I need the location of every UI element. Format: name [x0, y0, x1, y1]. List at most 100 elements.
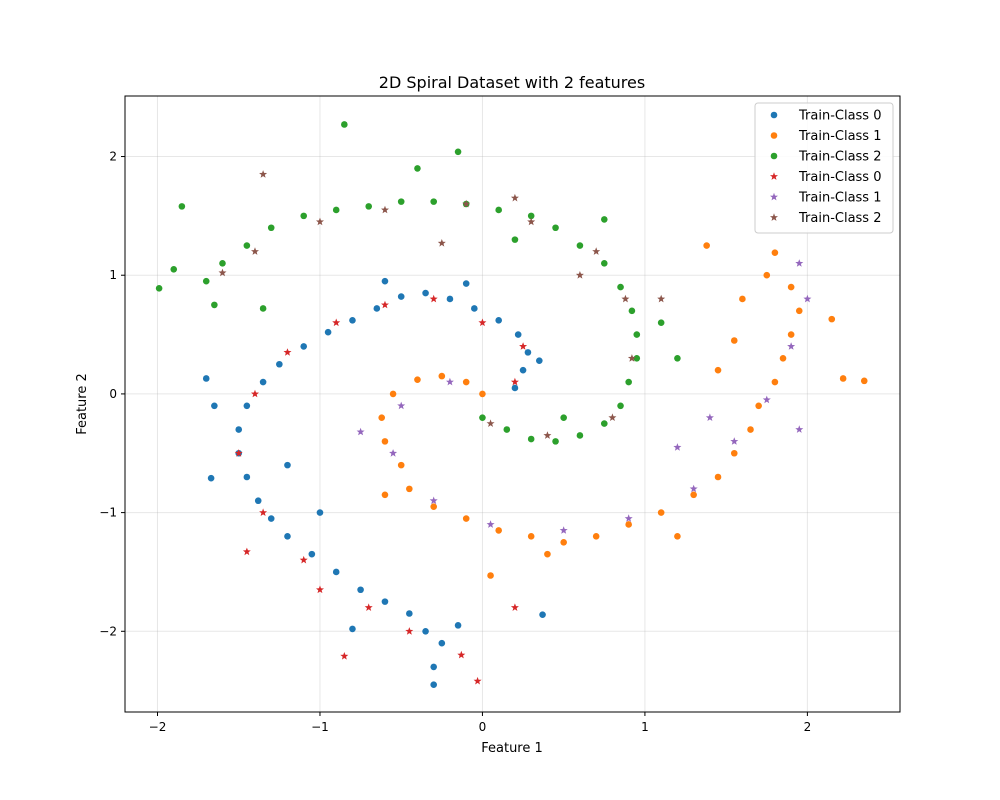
data-point	[527, 533, 535, 540]
data-point-star	[316, 585, 324, 594]
data-point	[243, 242, 251, 249]
data-point	[755, 402, 762, 410]
legend-marker-star	[770, 192, 778, 201]
data-point	[219, 260, 226, 267]
ticks: −2 −1 0 1 2 −2 −1 0 1 2	[99, 150, 811, 734]
data-point	[259, 305, 267, 312]
data-point	[860, 377, 868, 385]
legend-label: Train-Class 1	[798, 191, 882, 206]
data-point	[828, 315, 836, 323]
data-point-star	[621, 294, 630, 303]
data-point-star	[673, 443, 682, 451]
legend-marker	[770, 152, 778, 160]
data-point-star	[364, 603, 373, 611]
data-point-star	[251, 389, 259, 398]
data-point-star	[473, 676, 482, 685]
data-point	[600, 420, 608, 427]
data-point-star	[251, 247, 259, 255]
data-point-star	[389, 449, 398, 457]
data-point	[479, 390, 486, 398]
data-point-star	[510, 377, 519, 386]
data-point	[795, 307, 803, 315]
x-tick-label: −1	[311, 720, 329, 734]
data-point	[592, 533, 600, 540]
data-point	[430, 198, 438, 205]
data-point	[771, 378, 779, 386]
legend-label: Train-Class 1	[798, 129, 882, 144]
data-point	[714, 473, 722, 481]
data-point	[381, 598, 389, 605]
data-point	[308, 550, 316, 558]
data-point	[527, 212, 535, 220]
x-axis-label: Feature 1	[481, 741, 543, 756]
data-point	[267, 515, 275, 522]
data-point-star	[283, 348, 292, 356]
data-point-star	[795, 425, 804, 433]
data-point-star	[259, 170, 268, 178]
data-point	[714, 366, 722, 374]
data-point	[771, 249, 779, 256]
data-point-star	[527, 217, 536, 226]
data-point-star	[446, 377, 454, 386]
x-tick-label: 0	[479, 720, 487, 734]
plot-frame	[124, 95, 901, 713]
chart-title: 2D Spiral Dataset with 2 features	[379, 73, 645, 92]
data-point	[422, 627, 429, 635]
data-point	[657, 319, 665, 326]
data-point	[787, 331, 795, 338]
data-point-star	[332, 318, 341, 327]
data-point	[414, 165, 421, 172]
legend-marker	[770, 111, 778, 119]
data-point	[178, 203, 186, 210]
data-point	[617, 402, 624, 410]
data-point-star	[486, 520, 495, 528]
data-point	[243, 473, 251, 481]
data-point-star	[437, 239, 446, 247]
data-point	[430, 503, 438, 510]
data-point-star	[218, 268, 227, 277]
data-point	[414, 376, 421, 383]
data-point	[438, 372, 446, 380]
data-point	[617, 283, 624, 291]
data-point-star	[340, 652, 349, 660]
data-point	[536, 357, 543, 364]
data-point	[397, 461, 405, 469]
data-point	[787, 283, 795, 291]
data-point	[389, 390, 397, 398]
data-point-star	[486, 419, 495, 427]
data-point	[170, 265, 178, 273]
data-point	[462, 378, 470, 386]
data-point-star	[787, 342, 796, 350]
data-point-star	[462, 199, 471, 208]
data-point	[373, 305, 381, 312]
data-point-star	[592, 247, 601, 255]
data-point	[703, 242, 710, 249]
data-point	[365, 203, 373, 210]
data-point	[674, 355, 681, 362]
data-point	[514, 331, 522, 338]
data-point	[552, 438, 559, 445]
legend-marker-star	[770, 172, 778, 180]
data-point-star	[510, 603, 519, 611]
data-point	[633, 331, 641, 338]
x-tick-label: 1	[641, 720, 649, 734]
data-point	[657, 509, 665, 516]
series-5	[218, 170, 666, 439]
data-point	[235, 426, 243, 433]
data-point	[539, 611, 546, 618]
data-point	[381, 491, 389, 499]
data-point-star	[575, 271, 584, 279]
data-point-star	[259, 508, 268, 516]
data-point-star	[543, 431, 552, 439]
data-point	[495, 317, 502, 324]
series-1	[378, 242, 868, 579]
data-point	[438, 639, 446, 647]
data-point-star	[429, 294, 438, 303]
data-point	[471, 305, 478, 312]
data-point	[552, 224, 559, 232]
data-point	[462, 515, 470, 522]
data-point-star	[405, 627, 414, 635]
data-point	[454, 622, 462, 629]
data-point	[378, 414, 386, 421]
data-point	[503, 426, 511, 433]
